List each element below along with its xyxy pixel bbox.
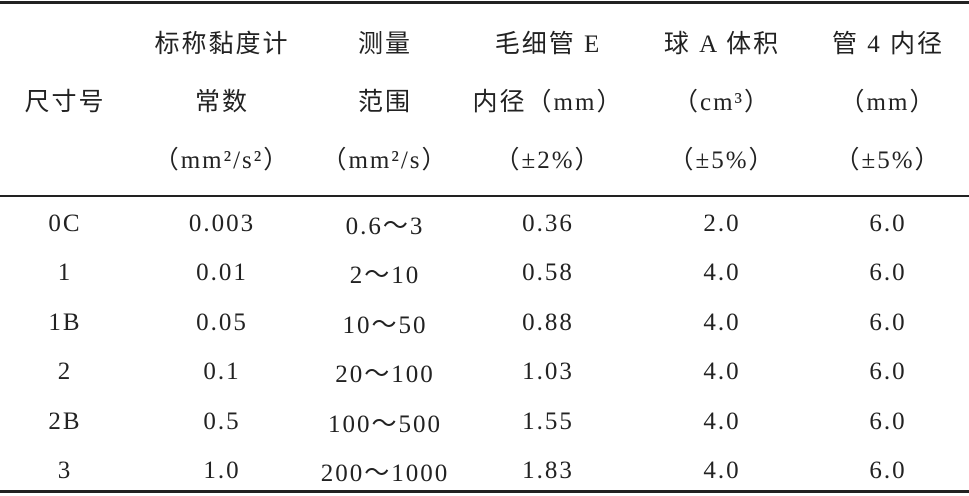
header-cell: （±5%）	[668, 147, 776, 174]
data-cell: 0.58	[522, 259, 574, 287]
data-cell: 1	[57, 259, 73, 287]
data-cell: 0.1	[203, 358, 241, 386]
data-cell: 0.5	[203, 407, 241, 435]
data-cell: 6.0	[869, 259, 907, 287]
data-cell: 200～1000	[320, 460, 450, 487]
header-cell: （mm²/s）	[321, 147, 449, 174]
data-cell: 2	[57, 358, 73, 386]
data-cell: 20～100	[335, 361, 435, 389]
header-cell: （mm）	[839, 89, 937, 116]
data-cell: 0.88	[522, 308, 574, 336]
data-cell: 1B	[48, 308, 82, 336]
header-cell: 管 4 内径	[831, 31, 945, 58]
header-cell: 标称黏度计	[154, 31, 290, 58]
data-cell: 4.0	[703, 457, 741, 484]
bottom-rule	[0, 490, 969, 493]
data-cell: 4.0	[703, 358, 741, 386]
data-cell: 2.0	[703, 210, 741, 237]
header-cell: 尺寸号	[24, 89, 106, 116]
data-cell: 4.0	[703, 407, 741, 435]
header-cell: 测量	[357, 31, 413, 58]
data-cell: 1.83	[522, 457, 574, 484]
header-cell: （mm²/s²）	[153, 147, 291, 174]
data-cell: 0.01	[196, 259, 248, 287]
data-cell: 0.6～3	[345, 213, 425, 240]
data-cell: 6.0	[869, 210, 907, 237]
data-cell: 100～500	[327, 410, 443, 438]
data-cell: 1.55	[522, 407, 574, 435]
data-cell: 4.0	[703, 259, 741, 287]
data-cell: 3	[57, 457, 73, 484]
header-cell: 范围	[357, 89, 413, 116]
top-rule	[0, 1, 969, 4]
header-rule	[0, 195, 969, 197]
header-cell: 常数	[194, 89, 250, 116]
header-cell: 毛细管 E	[494, 31, 602, 58]
data-cell: 0.003	[188, 210, 256, 237]
header-cell: （cm³）	[672, 89, 772, 116]
data-cell: 0.36	[522, 210, 574, 237]
data-cell: 0C	[48, 210, 82, 237]
data-cell: 0.05	[196, 308, 248, 336]
header-cell: 球 A 体积	[663, 31, 781, 58]
data-cell: 2B	[48, 407, 82, 435]
data-cell: 2～10	[349, 262, 421, 290]
data-cell: 6.0	[869, 457, 907, 484]
data-cell: 1.0	[203, 457, 241, 484]
header-cell: 内径（mm）	[472, 89, 624, 116]
data-cell: 10～50	[342, 311, 428, 339]
header-cell: （±5%）	[834, 147, 942, 174]
data-cell: 6.0	[869, 308, 907, 336]
data-cell: 6.0	[869, 407, 907, 435]
header-cell: （±2%）	[494, 147, 602, 174]
data-cell: 6.0	[869, 358, 907, 386]
data-cell: 4.0	[703, 308, 741, 336]
data-cell: 1.03	[522, 358, 574, 386]
